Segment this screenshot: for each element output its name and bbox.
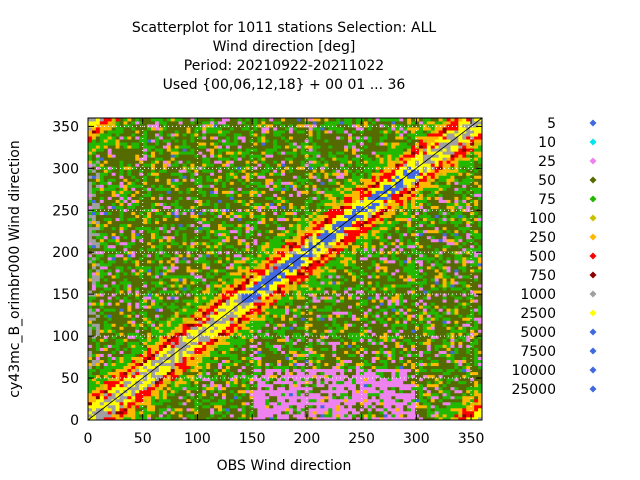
legend-label: 75 (538, 192, 556, 208)
plot-frame (87, 117, 483, 421)
legend-marker (589, 328, 597, 336)
legend-marker (589, 138, 597, 146)
x-tick-label: 250 (348, 431, 375, 447)
title-line: Period: 20210922-20211022 (184, 58, 384, 74)
legend-label: 250 (529, 230, 556, 246)
x-axis-label: OBS Wind direction (217, 458, 352, 474)
y-tick-label: 150 (52, 287, 79, 303)
legend-label: 500 (529, 249, 556, 265)
x-tick-label: 100 (184, 431, 211, 447)
x-tick-label: 350 (458, 431, 485, 447)
title-line: Used {00,06,12,18} + 00 01 ... 36 (163, 77, 406, 93)
x-tick-label: 150 (239, 431, 266, 447)
legend-marker (589, 214, 597, 222)
legend-marker (589, 290, 597, 298)
y-tick-label: 200 (52, 245, 79, 261)
chart-title: Scatterplot for 1011 stations Selection:… (132, 20, 437, 93)
x-axis-ticks: 0 50 100 150 200 250 300 350 (84, 118, 485, 447)
y-axis-label: cy43mc_B_orimbr000 Wind direction (7, 140, 23, 397)
y-tick-label: 250 (52, 203, 79, 219)
y-tick-label: 300 (52, 161, 79, 177)
legend-marker (589, 347, 597, 355)
legend-label: 5000 (520, 325, 556, 341)
legend-marker (589, 385, 597, 393)
y-axis-ticks: 0 50 100 150 200 250 300 350 (52, 119, 482, 429)
y-tick-label: 0 (70, 413, 79, 429)
legend-marker (589, 252, 597, 260)
x-tick-label: 50 (134, 431, 152, 447)
legend-marker (589, 157, 597, 165)
title-line: Scatterplot for 1011 stations Selection:… (132, 20, 437, 36)
legend-label: 10000 (511, 363, 556, 379)
x-tick-label: 200 (294, 431, 321, 447)
x-tick-label: 0 (84, 431, 93, 447)
diagonal-line (87, 117, 483, 421)
y-tick-label: 100 (52, 329, 79, 345)
legend-marker (589, 309, 597, 317)
legend-label: 1000 (520, 287, 556, 303)
legend-label: 10 (538, 135, 556, 151)
legend-label: 25000 (511, 382, 556, 398)
legend-label: 50 (538, 173, 556, 189)
legend-label: 100 (529, 211, 556, 227)
y-tick-label: 50 (61, 371, 79, 387)
legend-marker (589, 233, 597, 241)
legend-label: 25 (538, 154, 556, 170)
y-tick-label: 350 (52, 119, 79, 135)
legend-label: 5 (547, 116, 556, 132)
legend-marker (589, 195, 597, 203)
x-tick-label: 300 (403, 431, 430, 447)
title-line: Wind direction [deg] (213, 39, 356, 55)
legend-label: 750 (529, 268, 556, 284)
legend: 5 10 25 50 75 100 250 500 750 1000 2500 5000 7500 100… (511, 116, 597, 398)
legend-marker (589, 119, 597, 127)
legend-label: 7500 (520, 344, 556, 360)
legend-label: 2500 (520, 306, 556, 322)
legend-marker (589, 271, 597, 279)
legend-marker (589, 366, 597, 374)
legend-marker (589, 176, 597, 184)
